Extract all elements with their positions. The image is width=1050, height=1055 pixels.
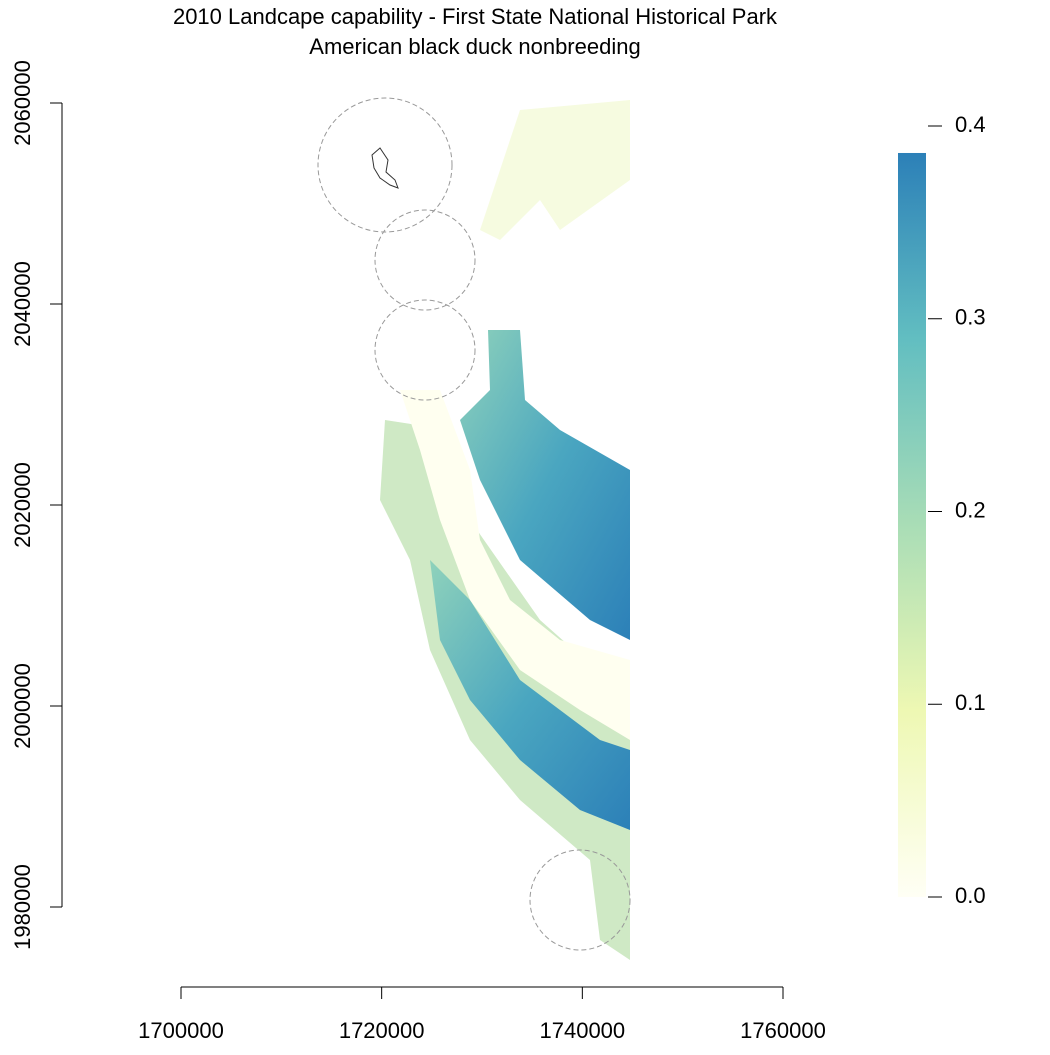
buffer-circle bbox=[529, 849, 631, 951]
park-boundary bbox=[371, 147, 399, 189]
colorbar-tick-label: 0.3 bbox=[955, 305, 986, 330]
map-area bbox=[430, 560, 630, 830]
colorbar bbox=[898, 152, 926, 898]
colorbar-tick-label: 0.4 bbox=[955, 112, 986, 137]
x-tick-label: 1700000 bbox=[138, 1018, 224, 1043]
chart-subtitle: American black duck nonbreeding bbox=[309, 34, 640, 59]
map-area bbox=[460, 330, 630, 640]
map bbox=[317, 97, 631, 960]
buffer-circle bbox=[317, 97, 453, 233]
y-tick-label: 1980000 bbox=[10, 864, 35, 950]
y-tick-label: 2060000 bbox=[10, 60, 35, 146]
colorbar-tick-label: 0.0 bbox=[955, 883, 986, 908]
map-area bbox=[480, 100, 630, 240]
colorbar-tick-label: 0.2 bbox=[955, 497, 986, 522]
buffer-circle bbox=[374, 299, 476, 401]
x-tick-label: 1720000 bbox=[339, 1018, 425, 1043]
buffer-circle bbox=[374, 209, 476, 311]
x-tick-label: 1760000 bbox=[740, 1018, 826, 1043]
y-tick-label: 2020000 bbox=[10, 462, 35, 548]
chart-title: 2010 Landcape capability - First State N… bbox=[173, 4, 778, 29]
x-tick-label: 1740000 bbox=[540, 1018, 626, 1043]
map-area bbox=[400, 390, 630, 740]
y-tick-label: 2040000 bbox=[10, 261, 35, 347]
y-tick-label: 2000000 bbox=[10, 663, 35, 749]
colorbar-tick-label: 0.1 bbox=[955, 690, 986, 715]
